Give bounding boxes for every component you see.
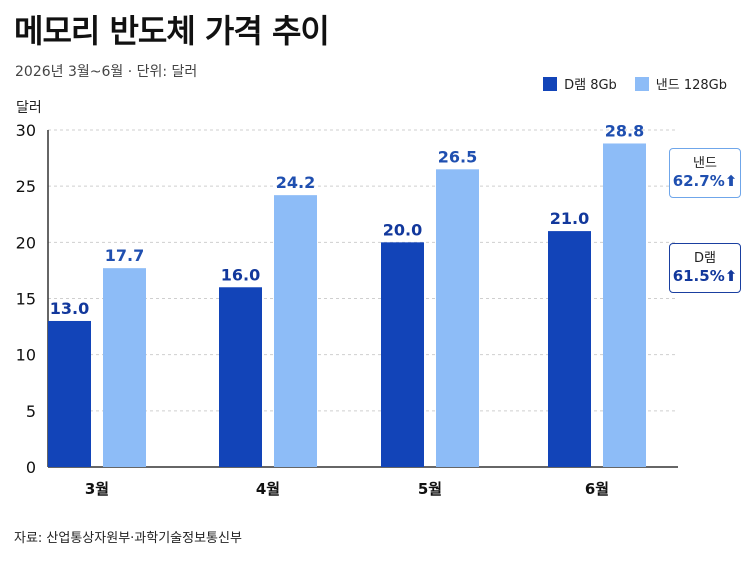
legend-swatch-dram <box>543 76 558 91</box>
y-tick-label: 15 <box>16 290 36 309</box>
y-tick-label: 25 <box>16 177 36 196</box>
dram-badge-value-row: 61.5%⬆ <box>673 267 738 286</box>
bar-value-label: 13.0 <box>50 299 89 318</box>
bar-value-label: 26.5 <box>438 147 477 166</box>
y-tick-label: 20 <box>16 233 36 252</box>
chart-subtitle: 2026년 3월~6월 · 단위: 달러 <box>15 64 198 80</box>
bar-value-label: 20.0 <box>383 220 422 239</box>
bar-nand <box>603 143 646 468</box>
bar-value-label: 17.7 <box>105 246 144 265</box>
up-arrow-icon: ⬆ <box>724 172 738 190</box>
dram-increase-badge: D램 61.5%⬆ <box>669 243 741 293</box>
chart-legend: D램 8Gb 낸드 128Gb <box>543 74 727 93</box>
x-tick-label: 5월 <box>418 480 442 498</box>
bar-nand <box>274 195 317 468</box>
dram-badge-value: 61.5% <box>672 267 725 285</box>
x-tick-label: 4월 <box>256 480 280 498</box>
up-arrow-icon: ⬆ <box>724 267 738 285</box>
y-tick-label: 5 <box>26 402 36 421</box>
bar-dram <box>381 242 424 467</box>
nand-badge-value: 62.7% <box>672 172 725 190</box>
y-tick-label: 10 <box>16 346 36 365</box>
dram-badge-label: D램 <box>694 251 716 266</box>
y-axis-title: 달러 <box>16 100 42 116</box>
bar-value-label: 16.0 <box>221 265 260 284</box>
bar-dram <box>548 231 591 467</box>
legend-swatch-nand <box>634 76 649 91</box>
y-tick-label: 30 <box>16 121 36 140</box>
bar-value-label: 21.0 <box>550 209 589 228</box>
bar-value-label: 28.8 <box>605 121 644 140</box>
legend-item-nand: 낸드 128Gb <box>634 74 727 93</box>
nand-badge-label: 낸드 <box>693 156 717 171</box>
data-source: 자료: 산업통상자원부·과학기술정보통신부 <box>14 531 242 546</box>
y-tick-label: 0 <box>26 458 36 477</box>
legend-label-dram: D램 8Gb <box>564 78 617 93</box>
bar-value-label: 24.2 <box>276 173 315 192</box>
page-title: 메모리 반도체 가격 추이 <box>14 12 330 50</box>
legend-label-nand: 낸드 128Gb <box>655 78 727 93</box>
bar-nand <box>103 268 146 467</box>
bar-dram <box>48 320 91 467</box>
x-tick-label: 6월 <box>585 480 609 498</box>
bar-chart: 달러 0 5 10 15 20 25 30 13.0 17.7 3월 16.0 24.2 4월 20.0 26… <box>16 100 678 498</box>
nand-badge-value-row: 62.7%⬆ <box>673 172 738 191</box>
bar-dram <box>219 287 262 467</box>
bar-nand <box>436 169 479 468</box>
legend-item-dram: D램 8Gb <box>543 74 617 93</box>
nand-increase-badge: 낸드 62.7%⬆ <box>669 148 741 198</box>
x-tick-label: 3월 <box>85 480 109 498</box>
